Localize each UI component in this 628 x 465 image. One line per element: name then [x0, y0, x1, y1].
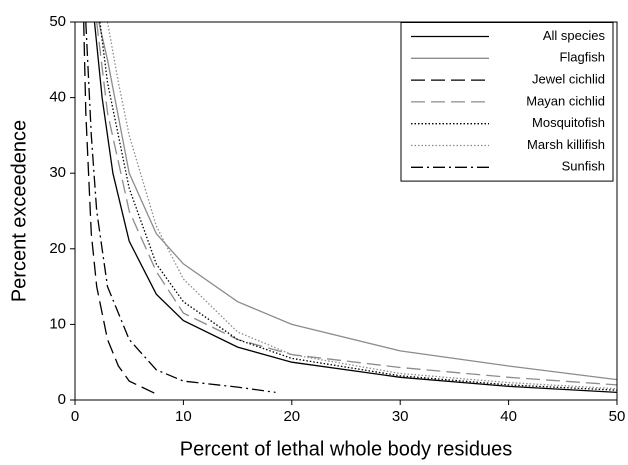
x-tick-label: 20 — [283, 408, 300, 425]
series-line — [98, 22, 617, 381]
plot-frame — [74, 21, 618, 401]
legend-label: Jewel cichlid — [532, 72, 605, 87]
legend-label: Flagfish — [559, 50, 605, 65]
y-tick-label: 40 — [49, 89, 66, 106]
series-line — [96, 22, 617, 386]
y-tick-label: 50 — [49, 13, 66, 30]
x-tick-label: 0 — [71, 408, 79, 425]
legend-label: Sunfish — [562, 159, 605, 174]
x-tick-label: 40 — [500, 408, 517, 425]
y-tick-label: 0 — [58, 391, 66, 408]
x-axis-label: Percent of lethal whole body residues — [180, 438, 512, 460]
series-line — [106, 22, 617, 390]
legend-label: Mayan cichlid — [526, 93, 605, 108]
y-tick-label: 30 — [49, 164, 66, 181]
x-tick-label: 50 — [609, 408, 626, 425]
series-line — [83, 22, 157, 395]
x-tick-label: 10 — [175, 408, 192, 425]
y-axis-label: Percent exceedence — [8, 120, 30, 302]
legend-label: All species — [543, 28, 606, 43]
x-tick-label: 30 — [392, 408, 409, 425]
legend-label: Mosquitofish — [532, 115, 605, 130]
series-line — [85, 22, 276, 394]
series-line — [93, 22, 617, 394]
y-tick-label: 20 — [49, 240, 66, 257]
legend-label: Marsh killifish — [527, 137, 605, 152]
y-tick-label: 10 — [49, 315, 66, 332]
